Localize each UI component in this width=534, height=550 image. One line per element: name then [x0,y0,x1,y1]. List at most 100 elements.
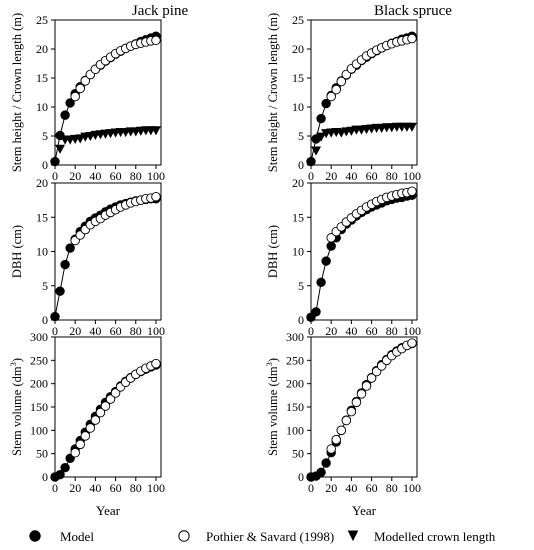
panel-jack-pine-height: 0 20 40 60 80 100 0 5 10 15 20 25 Stem height / Crow… [10,13,165,183]
panel-jack-pine-volume-y-tick-label-5: 250 [30,353,48,367]
panel-jack-pine-dbh-model-point-2 [60,259,70,270]
panel-black-spruce-dbh-series-pothier-savard-1998 [326,186,417,243]
panel-black-spruce-height-frame [310,19,418,166]
panel-jack-pine-volume-pothier-savard-1998-point-4 [90,415,101,425]
panel-jack-pine-dbh-y-tick-label-0: 0 [42,313,48,327]
panel-jack-pine-volume-y-tick-label-6: 300 [30,330,48,344]
panel-black-spruce-volume-frame [310,336,418,478]
panel-jack-pine-dbh-y-tick-label-3: 15 [36,210,48,224]
panel-jack-pine-height-modelled-crown-length-point-0 [55,144,66,154]
panel-jack-pine-height-pothier-savard-1998-point-1 [75,83,85,94]
panel-black-spruce-volume-pothier-savard-1998-point-5 [351,397,362,408]
panel-black-spruce-dbh-x-tick-label-3: 60 [366,324,378,338]
panel-jack-pine-volume-y-tick-label-4: 200 [30,377,48,391]
panel-black-spruce-dbh-y-tick-label-1: 5 [298,279,304,293]
legend-crown-label: Modelled crown length [374,529,496,544]
panel-jack-pine-height-series-model [50,31,161,167]
panel-black-spruce-height-x-tick-label-2: 40 [345,169,357,183]
panel-black-spruce-height-pothier-savard-1998-point-0 [326,91,336,102]
panel-black-spruce-volume-pothier-savard-1998-point-2 [336,425,347,436]
panel-jack-pine-dbh-y-tick-label-4: 20 [36,176,48,190]
panel-black-spruce-dbh-x-tick-label-5: 100 [403,324,421,338]
panel-black-spruce-height-x-tick-label-4: 80 [386,169,398,183]
panel-jack-pine-height-y-axis-label: Stem height / Crown length (m) [10,13,24,172]
panel-black-spruce-height: 0 20 40 60 80 100 0 5 10 15 20 25 Stem height / Crow… [266,13,421,183]
panel-black-spruce-height-model-point-3 [321,98,331,109]
panel-black-spruce-volume-pothier-savard-1998-point-8 [366,373,377,383]
panel-black-spruce-dbh-x-tick-label-4: 80 [386,324,398,338]
panel-jack-pine-volume-x-tick-label-5: 100 [147,481,165,495]
panel-black-spruce-volume: 0 20 40 60 80 100 0 50 100 150 200 250 300 Stem volum… [264,330,421,518]
panel-black-spruce-dbh-y-tick-label-2: 10 [292,245,304,259]
panel-black-spruce-dbh-x-tick-label-2: 40 [345,324,357,338]
panel-jack-pine-height-model-point-3 [65,98,75,108]
panel-black-spruce-volume-x-tick-label-3: 60 [366,481,378,495]
panel-black-spruce-height-model-point-2 [316,113,326,124]
panel-black-spruce-dbh-x-tick-label-0: 0 [308,324,314,338]
panel-jack-pine-dbh-x-tick-label-2: 40 [89,324,101,338]
panel-black-spruce-height-series-model [306,31,417,167]
panel-jack-pine-height-model-point-2 [60,110,70,120]
panel-black-spruce-dbh-y-tick-label-4: 20 [292,176,304,190]
panel-black-spruce-volume-y-tick-label-3: 150 [286,400,304,414]
column-title-black-spruce: Black spruce [374,3,452,19]
panel-black-spruce-volume-y-tick-label-2: 100 [286,423,304,437]
panel-black-spruce-dbh-y-tick-label-3: 15 [292,210,304,224]
panel-black-spruce-volume-model-point-3 [321,458,331,468]
panel-jack-pine-volume-pothier-savard-1998-point-5 [95,407,106,418]
panel-black-spruce-volume-x-tick-label-4: 80 [386,481,398,495]
panel-jack-pine-volume-y-tick-label-1: 50 [36,447,48,461]
panel-black-spruce-volume-x-tick-label-2: 40 [345,481,357,495]
panel-jack-pine-height-frame [54,19,162,166]
panel-black-spruce-volume-model-point-2 [316,467,326,478]
panel-jack-pine-volume-pothier-savard-1998-point-0 [70,447,80,458]
panel-jack-pine-dbh-model-point-0 [50,311,60,322]
panel-black-spruce-height-model-point-0 [306,156,316,167]
panel-jack-pine-volume-y-tick-label-2: 100 [30,423,48,437]
panel-jack-pine-height-modelled-crown-length-point-4 [75,134,86,144]
panel-black-spruce-volume-pothier-savard-1998-point-3 [341,415,352,426]
panel-black-spruce-volume-y-tick-label-0: 0 [298,470,304,484]
panel-black-spruce-volume-x-tick-label-0: 0 [308,481,314,495]
panel-black-spruce-dbh: 0 20 40 60 80 100 0 5 10 15 20 DBH (cm) [266,176,421,338]
panel-jack-pine-height-model-point-0 [50,156,60,167]
panel-jack-pine-height-pothier-savard-1998-point-16 [151,35,161,46]
panel-jack-pine-height-pothier-savard-1998-point-2 [80,76,91,86]
panel-jack-pine-volume-x-axis-label: Year [96,503,121,518]
panel-black-spruce-height-x-tick-label-3: 60 [366,169,378,183]
panel-black-spruce-height-modelled-crown-length-point-0 [311,146,322,156]
panel-jack-pine-dbh-x-tick-label-4: 80 [130,324,142,338]
panel-black-spruce-height-modelled-crown-length-point-1 [316,132,327,142]
panel-black-spruce-dbh-pothier-savard-1998-point-16 [407,186,417,196]
panel-black-spruce-volume-pothier-savard-1998-point-16 [407,338,417,348]
panel-black-spruce-height-x-tick-label-1: 20 [325,169,337,183]
panel-black-spruce-volume-y-tick-label-5: 250 [286,353,304,367]
panel-jack-pine-height-series-modelled-crown-length [55,126,161,154]
panel-jack-pine-height-y-tick-label-1: 5 [42,129,48,143]
panel-black-spruce-dbh-y-tick-label-0: 0 [298,313,304,327]
panel-black-spruce-volume-x-axis-label: Year [352,503,377,518]
panel-black-spruce-height-y-tick-label-4: 20 [292,42,304,56]
panel-jack-pine-height-pothier-savard-1998-point-0 [70,91,80,102]
panel-jack-pine-height-y-tick-label-4: 20 [36,42,48,56]
panel-black-spruce-height-pothier-savard-1998-point-2 [336,76,347,87]
legend-crown-marker [347,530,359,542]
panel-jack-pine-volume-pothier-savard-1998-point-7 [105,394,116,404]
panel-jack-pine-dbh-y-tick-label-2: 10 [36,245,48,259]
panel-black-spruce-height-series-pothier-savard-1998 [326,33,417,102]
panel-jack-pine-volume-y-tick-label-0: 0 [42,470,48,484]
panel-jack-pine-dbh: 0 20 40 60 80 100 0 5 10 15 20 DBH (cm) [10,176,165,338]
panel-jack-pine-dbh-y-tick-label-1: 5 [42,279,48,293]
panel-jack-pine-height-x-tick-label-3: 60 [110,169,122,183]
panel-black-spruce-volume-pothier-savard-1998-point-4 [346,406,357,417]
panel-black-spruce-height-series-modelled-crown-length [311,122,417,156]
panel-black-spruce-height-y-tick-label-0: 0 [298,158,304,172]
panel-jack-pine-volume-x-tick-label-3: 60 [110,481,122,495]
panel-black-spruce-dbh-pothier-savard-1998-point-0 [326,233,336,243]
panel-black-spruce-volume-y-tick-label-1: 50 [292,447,304,461]
panel-black-spruce-volume-series-pothier-savard-1998 [326,338,417,454]
panel-black-spruce-volume-y-axis-label: Stem volume (dm3) [264,358,280,456]
panel-black-spruce-dbh-y-axis-label: DBH (cm) [266,225,280,278]
panel-black-spruce-dbh-model-point-3 [321,256,331,266]
panel-jack-pine-dbh-x-tick-label-5: 100 [147,324,165,338]
